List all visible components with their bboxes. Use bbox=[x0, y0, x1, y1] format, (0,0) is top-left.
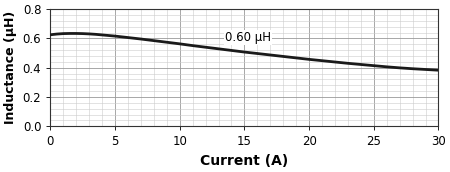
Text: 0.60 μH: 0.60 μH bbox=[225, 31, 271, 44]
Y-axis label: Inductance (μH): Inductance (μH) bbox=[4, 11, 17, 124]
X-axis label: Current (A): Current (A) bbox=[200, 154, 288, 168]
